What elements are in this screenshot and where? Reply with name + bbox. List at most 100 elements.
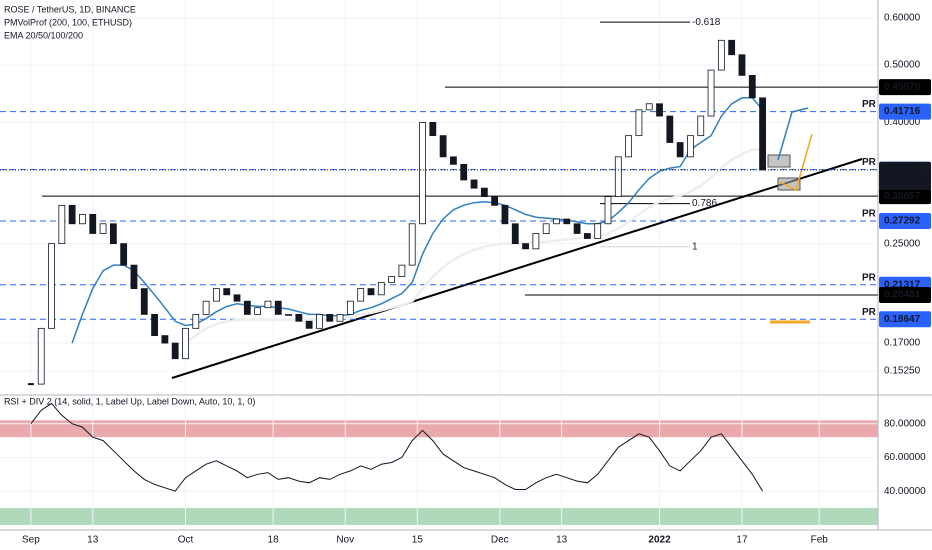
fib-label: 0.786 (692, 198, 717, 209)
candle (120, 243, 128, 266)
candle (439, 135, 447, 158)
x-tick-label: Sep (22, 535, 40, 546)
candle (738, 54, 746, 76)
level-tag: PR (862, 209, 877, 220)
level-tag: PR (862, 157, 877, 168)
x-tick-label: 18 (268, 535, 280, 546)
candle (542, 223, 550, 234)
candle (532, 233, 540, 250)
price-badge-label: 0.20481 (884, 290, 921, 301)
candle (748, 74, 756, 99)
indicator-label: EMA 20/50/100/200 (4, 30, 83, 40)
candle (759, 97, 766, 171)
price-badge (879, 287, 931, 304)
candle (656, 103, 663, 117)
candle (264, 300, 272, 309)
indicator-label: PMVolProf (200, 100, ETHUSD) (4, 17, 132, 27)
rsi-line (30, 402, 764, 492)
rsi-title: RSI + DIV 2 (14, solid, 1, Label Up, Lab… (4, 396, 255, 406)
countdown-label: 17:43:52 (884, 177, 923, 188)
ema-line (71, 97, 764, 344)
candle (573, 223, 581, 234)
candle (460, 163, 468, 181)
price-badge-label: 0.21317 (884, 279, 921, 290)
y-tick-label: 0.17000 (884, 338, 921, 349)
y-tick-label: 60.00000 (884, 452, 926, 463)
candle (635, 109, 643, 137)
level-tag: PR (862, 99, 877, 110)
fib-label: 1 (692, 241, 698, 252)
candle (367, 288, 375, 296)
candle (583, 233, 591, 239)
candle (295, 313, 303, 322)
candle (99, 223, 107, 234)
candle (161, 335, 169, 344)
candle (182, 327, 189, 360)
candle (109, 223, 117, 245)
candle (717, 39, 725, 71)
x-tick-label: 2022 (648, 535, 671, 546)
price-badge (879, 79, 931, 96)
y-tick-label: 0.50000 (884, 60, 921, 71)
x-tick-label: Feb (811, 535, 829, 546)
candle (697, 115, 705, 137)
y-tick-label: 40.00000 (884, 486, 926, 497)
level-tag: PR (862, 307, 877, 318)
trendline (171, 158, 863, 379)
candle (305, 320, 313, 329)
candle (357, 288, 365, 302)
fib-label: -0.618 (692, 17, 721, 28)
price-badge-label: 0.27292 (884, 216, 921, 227)
candle (676, 142, 684, 158)
candle (274, 300, 282, 315)
candle (491, 196, 499, 206)
last-price-badge (879, 161, 931, 190)
x-tick-label: Dec (491, 535, 509, 546)
candle (223, 288, 231, 296)
candle (511, 223, 519, 245)
candle (666, 115, 674, 143)
x-tick-label: Oct (178, 535, 194, 546)
candle (27, 383, 34, 386)
candle (470, 179, 478, 189)
candle (233, 294, 241, 302)
candle (202, 300, 210, 315)
candle (130, 264, 138, 289)
price-badge (879, 311, 931, 328)
candle (687, 135, 694, 158)
level-tag: PR (862, 272, 877, 283)
rsi-band (0, 508, 878, 525)
candle (480, 187, 488, 198)
price-badge-label: 0.45870 (884, 82, 921, 93)
y-tick-label: 0.15250 (884, 366, 921, 377)
price-badge (879, 188, 931, 205)
candle (645, 103, 653, 111)
zone-box (777, 177, 801, 191)
candle (346, 300, 354, 315)
y-tick-label: 80.00000 (884, 418, 926, 429)
x-tick-label: 17 (736, 535, 748, 546)
candle (388, 276, 395, 283)
under-layer (0, 0, 878, 530)
projection-arrow (779, 133, 813, 192)
x-tick-label: Nov (336, 535, 354, 546)
candle (450, 156, 457, 165)
candle (398, 264, 406, 277)
candle (192, 313, 200, 329)
x-tick-label: 13 (87, 535, 99, 546)
candle (336, 313, 344, 322)
candle (48, 243, 55, 329)
price-badge-label: 0.41716 (884, 106, 921, 117)
rsi-band (0, 420, 878, 438)
price-badge (879, 213, 931, 230)
y-tick-label: 0.40000 (884, 117, 921, 128)
candle (326, 313, 334, 322)
candle (604, 196, 612, 225)
candle (728, 39, 736, 56)
x-tick-label: 15 (412, 535, 424, 546)
candle (171, 342, 179, 360)
price-badge (879, 103, 931, 120)
candle (429, 122, 437, 137)
